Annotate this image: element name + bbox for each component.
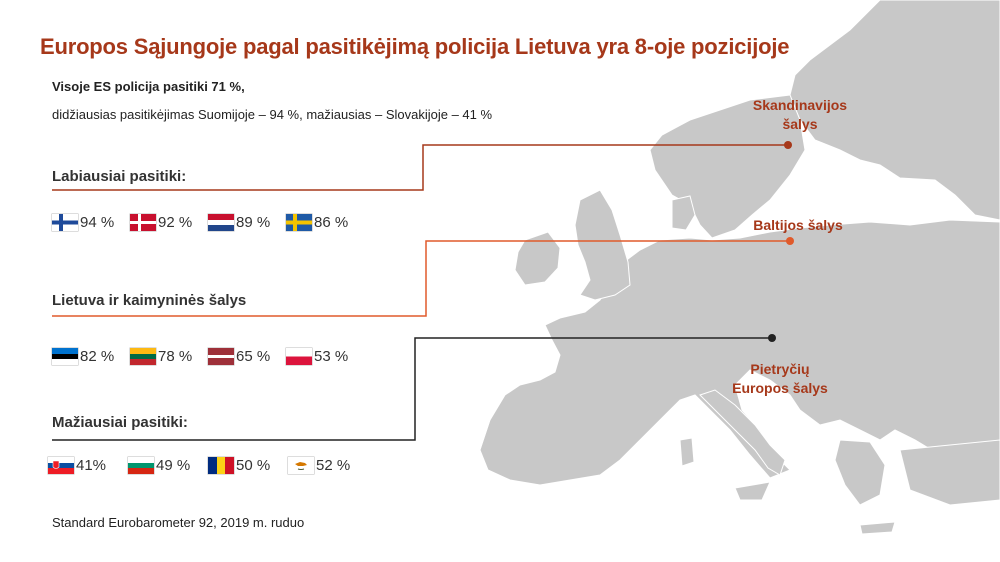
southeast-connector — [52, 337, 772, 441]
group-label-least: Mažiausiai pasitiki: — [52, 414, 188, 431]
region-label-baltic: Baltijos šalys — [753, 217, 843, 233]
region-label-southeast: Pietryčių Europos šalys — [718, 360, 842, 398]
list-item: 92 % — [130, 214, 208, 231]
value-label: 41% — [76, 457, 107, 474]
britain-shape — [574, 189, 631, 301]
scandinavia-dot — [784, 141, 792, 149]
turkey-shape — [899, 439, 1000, 506]
value-label: 94 % — [80, 214, 115, 231]
list-item: 89 % — [208, 214, 286, 231]
flag-row-neighbours: 82 % 78 % 65 % 53 % — [52, 348, 364, 365]
latvia-flag-icon — [208, 348, 234, 365]
region-scandinavia-line2: šalys — [782, 116, 818, 132]
list-item: 50 % — [208, 457, 288, 474]
region-label-scandinavia: Skandinavijos šalys — [738, 96, 862, 134]
finland-flag-icon — [52, 214, 78, 231]
value-label: 82 % — [80, 348, 115, 365]
value-label: 86 % — [314, 214, 349, 231]
value-label: 89 % — [236, 214, 271, 231]
value-label: 53 % — [314, 348, 349, 365]
slovakia-flag-icon — [48, 457, 74, 474]
scandinavia-connector — [52, 144, 788, 191]
source-note: Standard Eurobarometer 92, 2019 m. ruduo — [52, 515, 305, 530]
crete-shape — [859, 521, 896, 535]
region-scandinavia-line1: Skandinavijos — [752, 97, 848, 113]
poland-flag-icon — [286, 348, 312, 365]
list-item: 41% — [48, 457, 128, 474]
bulgaria-flag-icon — [128, 457, 154, 474]
list-item: 49 % — [128, 457, 208, 474]
sardinia-shape — [679, 437, 695, 467]
flag-row-least: 41% 49 % 50 % 52 % — [48, 457, 368, 474]
region-southeast-line1: Pietryčių — [750, 361, 810, 377]
estonia-flag-icon — [52, 348, 78, 365]
value-label: 49 % — [156, 457, 191, 474]
scandinavia-shape — [789, 0, 1000, 221]
value-label: 65 % — [236, 348, 271, 365]
list-item: 65 % — [208, 348, 286, 365]
list-item: 86 % — [286, 214, 364, 231]
netherlands-flag-icon — [208, 214, 234, 231]
region-southeast-line2: Europos šalys — [732, 380, 828, 396]
denmark-shape — [671, 195, 696, 231]
value-label: 52 % — [316, 457, 351, 474]
group-label-most: Labiausiai pasitiki: — [52, 168, 187, 185]
italy-shape — [699, 389, 786, 476]
list-item: 94 % — [52, 214, 130, 231]
list-item: 53 % — [286, 348, 364, 365]
ireland-shape — [514, 231, 561, 286]
baltic-dot — [786, 237, 794, 245]
list-item: 82 % — [52, 348, 130, 365]
greece-shape — [834, 439, 886, 506]
value-label: 92 % — [158, 214, 193, 231]
sweden-flag-icon — [286, 214, 312, 231]
cyprus-flag-icon — [288, 457, 314, 474]
romania-flag-icon — [208, 457, 234, 474]
baltic-connector — [52, 240, 790, 317]
range-text: didžiausias pasitikėjimas Suomijoje – 94… — [52, 107, 493, 122]
sicily-shape — [734, 481, 771, 501]
list-item: 52 % — [288, 457, 368, 474]
southeast-dot — [768, 334, 776, 342]
group-label-neighbours: Lietuva ir kaimyninės šalys — [52, 292, 247, 309]
lithuania-flag-icon — [130, 348, 156, 365]
value-label: 50 % — [236, 457, 271, 474]
list-item: 78 % — [130, 348, 208, 365]
page-title: Europos Sąjungoje pagal pasitikėjimą pol… — [40, 34, 790, 59]
eu-average-text: Visoje ES policija pasitiki 71 %, — [52, 79, 245, 94]
flag-row-most: 94 % 92 % 89 % 86 % — [52, 214, 364, 231]
denmark-flag-icon — [130, 214, 156, 231]
value-label: 78 % — [158, 348, 193, 365]
